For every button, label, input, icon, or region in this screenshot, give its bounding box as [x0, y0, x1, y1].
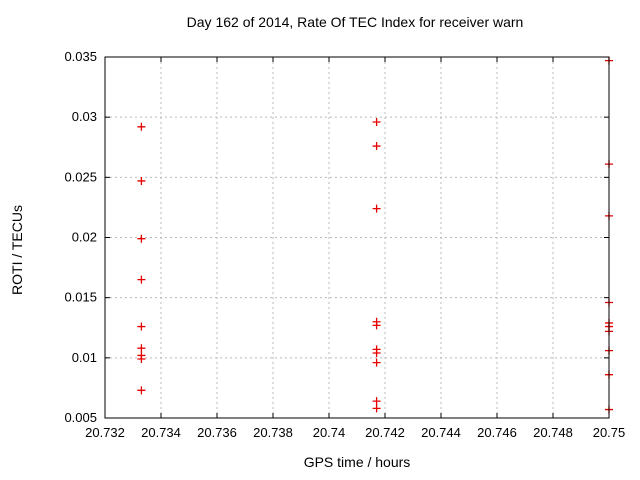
data-point-marker	[137, 355, 146, 364]
data-point-marker	[137, 322, 146, 331]
data-point-marker	[372, 349, 381, 358]
data-point-marker	[137, 176, 146, 185]
data-point-marker	[372, 397, 381, 406]
data-point-marker	[137, 122, 146, 131]
x-tick-label: 20.734	[141, 425, 181, 440]
x-tick-label: 20.75	[593, 425, 626, 440]
x-tick-label: 20.744	[421, 425, 461, 440]
data-point-marker	[137, 275, 146, 284]
x-tick-label: 20.732	[85, 425, 125, 440]
data-point-marker	[372, 117, 381, 126]
data-point-marker	[372, 404, 381, 413]
x-tick-label: 20.748	[533, 425, 573, 440]
data-point-marker	[372, 142, 381, 151]
x-tick-label: 20.738	[253, 425, 293, 440]
x-tick-label: 20.742	[365, 425, 405, 440]
data-point-marker	[372, 321, 381, 330]
y-tick-label: 0.01	[72, 350, 97, 365]
x-tick-label: 20.746	[477, 425, 517, 440]
y-tick-label: 0.03	[72, 109, 97, 124]
x-axis-label: GPS time / hours	[303, 454, 411, 470]
data-point-marker	[372, 358, 381, 367]
data-point-marker	[372, 204, 381, 213]
chart-title: Day 162 of 2014, Rate Of TEC Index for r…	[186, 14, 524, 30]
data-point-marker	[137, 234, 146, 243]
y-tick-label: 0.035	[64, 49, 97, 64]
data-point-marker	[137, 386, 146, 395]
y-tick-label: 0.02	[72, 230, 97, 245]
y-tick-label: 0.025	[64, 169, 97, 184]
x-tick-label: 20.736	[197, 425, 237, 440]
y-tick-label: 0.005	[64, 410, 97, 425]
y-tick-label: 0.015	[64, 290, 97, 305]
x-tick-label: 20.74	[313, 425, 346, 440]
data-point-marker	[137, 344, 146, 353]
